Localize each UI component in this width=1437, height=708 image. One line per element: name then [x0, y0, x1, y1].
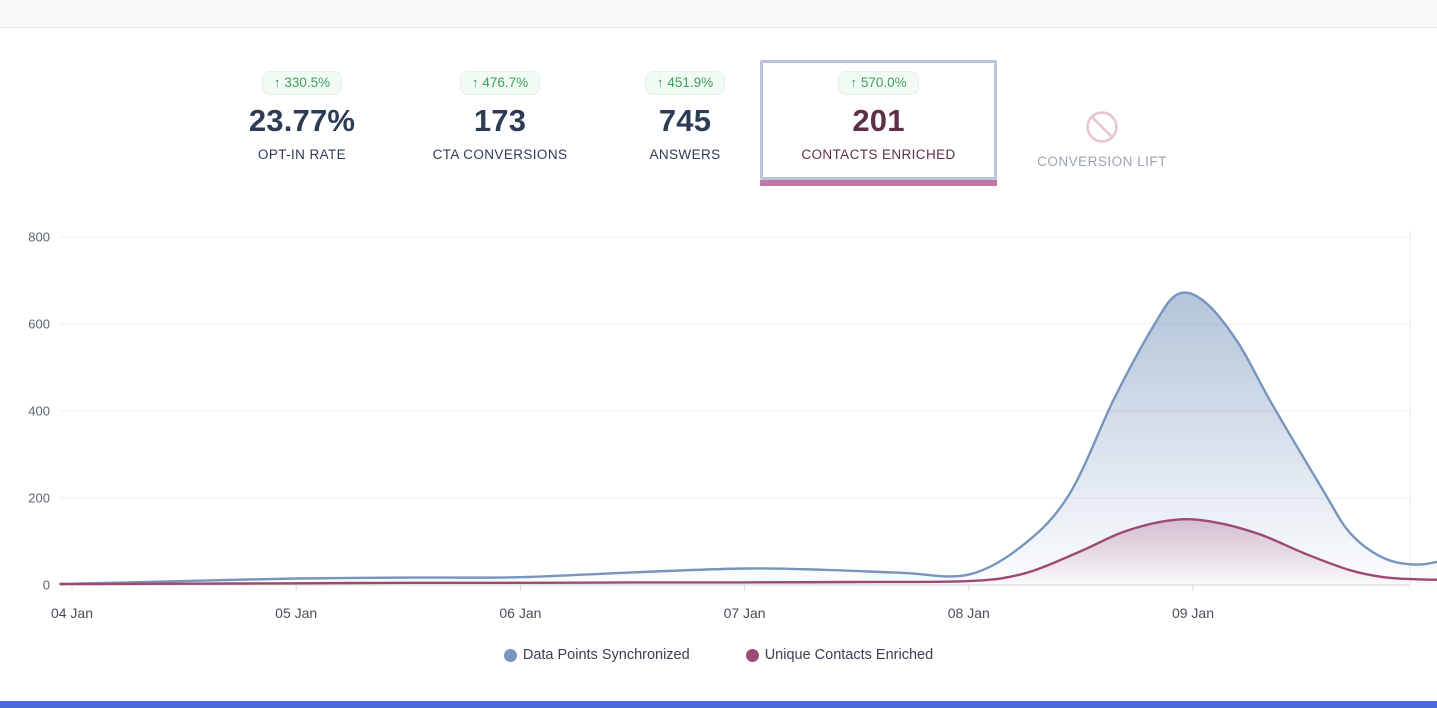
y-axis-tick-label: 200 [28, 491, 50, 506]
metric-card-opt-in-rate[interactable]: ↑ 330.5% 23.77% OPT-IN RATE [222, 60, 382, 162]
y-axis-tick-label: 600 [28, 317, 50, 332]
series-area-1 [60, 519, 1437, 585]
x-axis-tick-label: 05 Jan [275, 605, 317, 621]
x-axis-tick-label: 07 Jan [724, 605, 766, 621]
legend-dot-blue [503, 648, 517, 662]
top-strip [0, 0, 1437, 28]
trend-badge: ↑ 570.0% [838, 71, 919, 95]
series-line-1 [59, 518, 1437, 586]
x-axis-tick-label: 04 Jan [51, 605, 93, 621]
legend-dot-maroon [745, 648, 759, 662]
trend-badge: ↑ 330.5% [261, 71, 343, 95]
metric-label: CONVERSION LIFT [1037, 154, 1167, 169]
legend-label: Unique Contacts Enriched [764, 647, 934, 663]
legend-label: Data Points Synchronized [522, 647, 690, 663]
metric-card-answers[interactable]: ↑ 451.9% 745 ANSWERS [625, 60, 745, 162]
y-axis-tick-label: 400 [28, 404, 50, 419]
series-area-0 [60, 292, 1437, 585]
metric-value: 745 [658, 103, 712, 138]
metric-card-contacts-enriched[interactable]: ↑ 570.0% 201 CONTACTS ENRICHED [760, 60, 997, 186]
metric-value: 173 [473, 103, 527, 138]
y-axis-tick-label: 800 [28, 230, 50, 245]
trend-badge: ↑ 476.7% [459, 71, 541, 95]
metric-card-cta-conversions[interactable]: ↑ 476.7% 173 CTA CONVERSIONS [410, 60, 590, 162]
legend-item-data-points-synchronized[interactable]: Data Points Synchronized [503, 647, 690, 663]
y-axis-tick-label: 0 [43, 578, 50, 593]
metric-value: 201 [852, 103, 905, 138]
legend-item-unique-contacts-enriched[interactable]: Unique Contacts Enriched [745, 647, 934, 663]
series-line-0 [59, 291, 1437, 586]
metric-card-conversion-lift: CONVERSION LIFT [1002, 60, 1202, 169]
metric-value: 23.77% [248, 103, 356, 138]
metric-label: ANSWERS [649, 147, 721, 162]
metric-label: CONTACTS ENRICHED [801, 147, 956, 162]
x-axis-tick-label: 08 Jan [948, 605, 990, 621]
metric-label: CTA CONVERSIONS [432, 147, 568, 162]
x-axis-tick-label: 06 Jan [499, 605, 541, 621]
chart-legend: Data Points Synchronized Unique Contacts… [0, 647, 1437, 663]
bottom-cutoff-element [0, 701, 1437, 708]
trend-badge: ↑ 451.9% [644, 71, 726, 95]
selected-card-frame: ↑ 570.0% 201 CONTACTS ENRICHED [760, 60, 997, 180]
blocked-icon [1086, 111, 1118, 143]
selected-accent-bar [760, 180, 997, 186]
metric-label: OPT-IN RATE [257, 147, 347, 162]
x-axis-tick-label: 09 Jan [1172, 605, 1214, 621]
